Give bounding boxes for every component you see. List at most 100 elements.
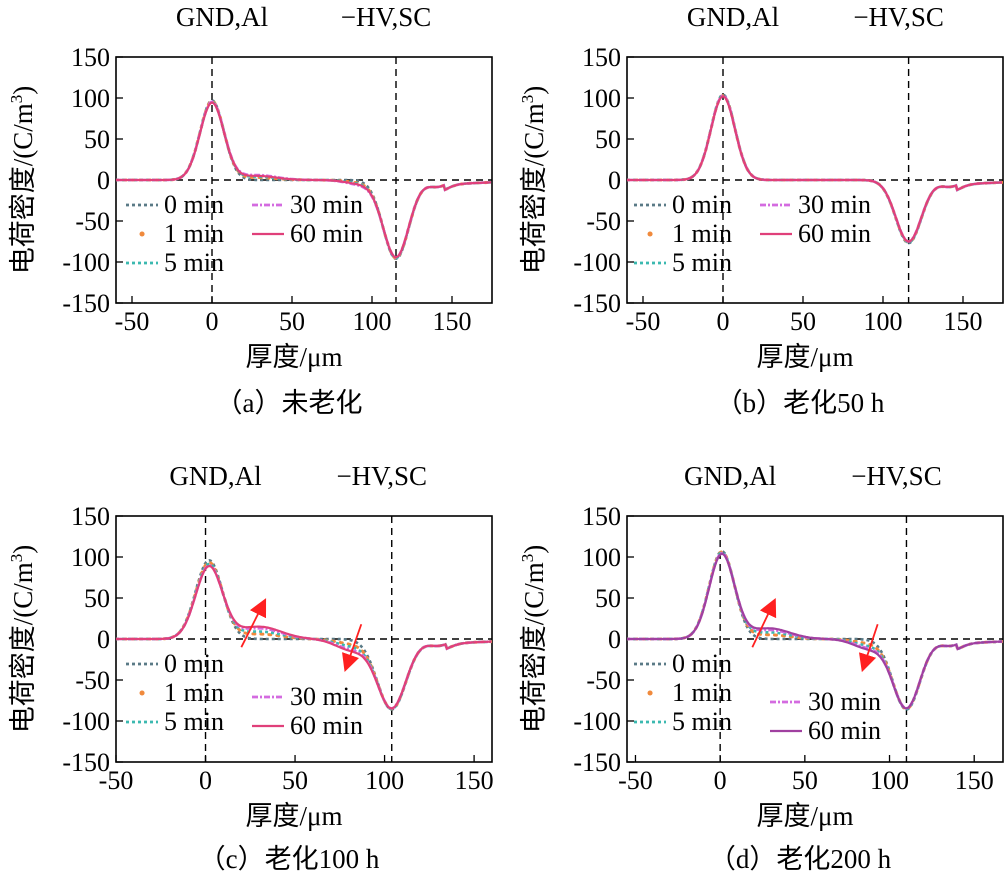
arrow-down-icon: [858, 623, 879, 673]
x-tick-label: -50: [626, 307, 661, 336]
legend-label: 30 min: [290, 190, 363, 219]
x-tick-label: 100: [365, 766, 404, 795]
y-axis-label-sup: 3: [518, 95, 537, 104]
legend-item: 30 min: [760, 190, 871, 219]
legend-item: 1 min: [647, 678, 732, 707]
y-tick-label: 150: [71, 502, 110, 531]
y-tick-label: 50: [595, 125, 621, 154]
legend-label: 0 min: [672, 190, 732, 219]
legend-label: 0 min: [672, 649, 732, 678]
x-axis-label: 厚度/μm: [246, 342, 343, 372]
y-tick-label: 100: [582, 543, 621, 572]
y-tick-label: -100: [573, 248, 621, 277]
panel-caption: （a）未老化: [216, 388, 363, 418]
y-tick-label: 50: [84, 125, 110, 154]
y-tick-label: -100: [62, 248, 110, 277]
legend-label: 60 min: [290, 711, 363, 740]
panel-caption: （c）老化100 h: [199, 844, 380, 874]
y-axis-label-close: ): [8, 545, 38, 554]
electrode-left-label: GND,Al: [687, 2, 779, 32]
x-axis-label: 厚度/μm: [757, 801, 854, 831]
legend-item: 1 min: [139, 678, 224, 707]
legend-label: 30 min: [798, 190, 871, 219]
y-axis-label: 电荷密度/(C/m3): [518, 545, 549, 734]
y-tick-label: 100: [582, 84, 621, 113]
x-tick-label: 150: [944, 307, 983, 336]
y-tick-label: 0: [608, 625, 621, 654]
series-group: [627, 93, 1003, 245]
y-tick-label: 50: [595, 584, 621, 613]
y-tick-label: -100: [573, 707, 621, 736]
electrode-left-label: GND,Al: [684, 461, 776, 491]
legend-label: 1 min: [672, 219, 732, 248]
series-line-60-min: [116, 101, 491, 259]
y-axis-label-sup: 3: [518, 554, 537, 563]
legend-label: 5 min: [672, 248, 732, 277]
y-tick-label: 150: [71, 43, 110, 72]
legend-item: 0 min: [126, 649, 224, 678]
legend-item: 0 min: [126, 190, 224, 219]
series-group: [627, 549, 1003, 711]
legend-item: 5 min: [634, 707, 732, 736]
legend-item: 30 min: [252, 682, 363, 711]
legend-item: 5 min: [126, 248, 224, 277]
y-axis-label-close: ): [8, 86, 38, 95]
y-tick-label: -100: [62, 707, 110, 736]
legend-item: 1 min: [647, 219, 732, 248]
y-axis-label-sup: 3: [7, 554, 26, 563]
y-tick-label: 50: [84, 584, 110, 613]
x-tick-label: -50: [618, 766, 653, 795]
y-tick-label: 100: [71, 84, 110, 113]
legend-item: 60 min: [770, 716, 881, 745]
electrode-right-label: −HV,SC: [853, 2, 944, 32]
y-tick-label: -50: [586, 666, 621, 695]
legend-label: 5 min: [164, 707, 224, 736]
legend-label: 30 min: [290, 682, 363, 711]
legend-label: 30 min: [808, 687, 881, 716]
arrow-down-icon: [342, 623, 363, 673]
y-tick-label: 0: [97, 166, 110, 195]
legend-item: 0 min: [634, 190, 732, 219]
y-axis-label-close: ): [519, 86, 549, 95]
x-tick-label: -50: [99, 766, 134, 795]
legend-label: 0 min: [164, 649, 224, 678]
legend-label: 5 min: [164, 248, 224, 277]
series-group: [116, 99, 492, 261]
arrow-up-icon: [240, 598, 267, 648]
y-tick-label: 0: [97, 625, 110, 654]
y-tick-label: -150: [62, 289, 110, 318]
x-tick-label: 50: [279, 307, 305, 336]
y-axis-label-sup: 3: [7, 95, 26, 104]
y-tick-label: -50: [586, 207, 621, 236]
legend-label: 0 min: [164, 190, 224, 219]
x-tick-label: 0: [717, 307, 730, 336]
electrode-left-label: GND,Al: [176, 2, 268, 32]
y-tick-label: -150: [62, 748, 110, 777]
legend-label: 60 min: [808, 716, 881, 745]
electrode-left-label: GND,Al: [169, 461, 261, 491]
y-tick-label: 100: [71, 543, 110, 572]
panel-caption: （b）老化50 h: [716, 388, 885, 418]
x-tick-label: 0: [714, 766, 727, 795]
y-tick-label: -150: [573, 289, 621, 318]
x-axis-label: 厚度/μm: [757, 342, 854, 372]
legend-item: 5 min: [126, 707, 224, 736]
y-axis-label: 电荷密度/(C/m3): [7, 86, 38, 275]
series-line-60-min: [627, 95, 1003, 243]
x-tick-label: 50: [790, 307, 816, 336]
legend-item: 60 min: [252, 711, 363, 740]
y-axis-label: 电荷密度/(C/m3): [7, 545, 38, 734]
x-tick-label: 100: [864, 307, 903, 336]
legend-item: 30 min: [252, 190, 363, 219]
legend-item: 5 min: [634, 248, 732, 277]
x-tick-label: 150: [433, 307, 472, 336]
y-tick-label: -50: [75, 207, 110, 236]
series-line-60-min: [116, 564, 492, 710]
y-tick-label: 150: [582, 502, 621, 531]
series-group: [116, 558, 492, 711]
x-tick-label: 100: [870, 766, 909, 795]
y-tick-label: 0: [608, 166, 621, 195]
legend-label: 1 min: [164, 678, 224, 707]
